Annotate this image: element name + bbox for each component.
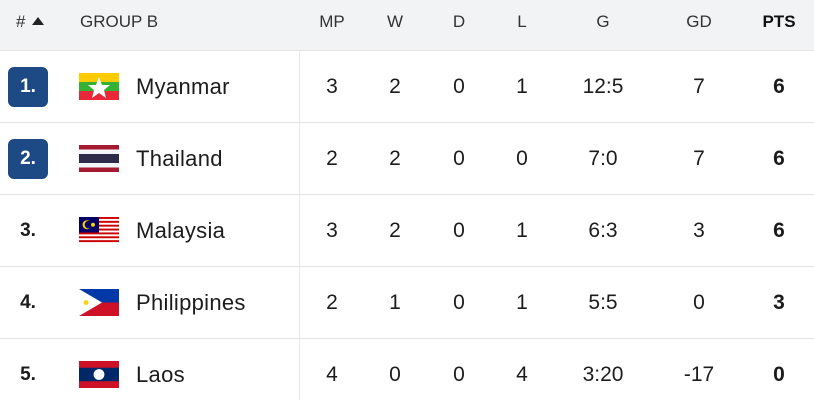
flag (79, 217, 119, 243)
column-header[interactable]: PTS (762, 12, 796, 31)
team-name[interactable]: Philippines (136, 290, 246, 315)
rank-header[interactable]: # (16, 12, 26, 31)
rank: 5. (20, 364, 36, 385)
stat: 6 (773, 75, 785, 98)
stat: 1 (516, 291, 528, 314)
stat: 12:5 (582, 75, 624, 98)
team-name[interactable]: Myanmar (136, 74, 230, 99)
column-header[interactable]: L (517, 12, 527, 31)
stat: 2 (389, 219, 401, 242)
stat: 3 (326, 219, 338, 242)
flag (79, 361, 119, 388)
flag (79, 73, 119, 100)
stat: -17 (683, 363, 715, 386)
divider (299, 50, 300, 400)
stat: 7 (693, 147, 705, 170)
stat: 7:0 (588, 147, 618, 170)
rank: 3. (20, 220, 36, 241)
column-header[interactable]: G (596, 12, 610, 31)
stat: 3 (773, 291, 785, 314)
stat: 1 (389, 291, 401, 314)
stat: 3:20 (582, 363, 624, 386)
column-header[interactable]: MP (319, 12, 345, 31)
stat: 0 (453, 75, 465, 98)
stat: 0 (389, 363, 401, 386)
stat: 1 (516, 219, 528, 242)
row-separator (0, 50, 814, 51)
stat: 0 (453, 291, 465, 314)
stat: 2 (326, 147, 338, 170)
stat: 6:3 (588, 219, 618, 242)
stat: 6 (773, 147, 785, 170)
stat: 5:5 (588, 291, 618, 314)
stat: 0 (516, 147, 528, 170)
group-header: GROUP B (80, 12, 159, 31)
team-name[interactable]: Malaysia (136, 218, 226, 243)
stat: 0 (453, 147, 465, 170)
stat: 0 (453, 219, 465, 242)
flag (79, 145, 119, 172)
row-separator (0, 194, 814, 195)
stat: 3 (326, 75, 338, 98)
row-separator (0, 266, 814, 267)
row-separator (0, 122, 814, 123)
header-row (0, 0, 814, 50)
stat: 0 (773, 363, 785, 386)
sort-icon (32, 17, 44, 25)
row-separator (0, 338, 814, 339)
team-name[interactable]: Laos (136, 362, 185, 387)
stat: 7 (693, 75, 705, 98)
flag (79, 289, 119, 316)
column-header[interactable]: GD (686, 12, 712, 31)
team-name[interactable]: Thailand (136, 146, 223, 171)
column-header[interactable]: D (452, 12, 466, 31)
stat: 2 (389, 147, 401, 170)
stat: 4 (326, 363, 338, 386)
rank: 4. (20, 292, 36, 313)
rank-badge: 1. (8, 67, 48, 107)
stat: 0 (453, 363, 465, 386)
stat: 4 (516, 363, 528, 386)
stat: 0 (693, 291, 705, 314)
column-header[interactable]: W (386, 12, 404, 31)
rank-badge: 2. (8, 139, 48, 179)
stat: 3 (693, 219, 705, 242)
stat: 1 (516, 75, 528, 98)
stat: 6 (773, 219, 785, 242)
stat: 2 (326, 291, 338, 314)
stat: 2 (389, 75, 401, 98)
